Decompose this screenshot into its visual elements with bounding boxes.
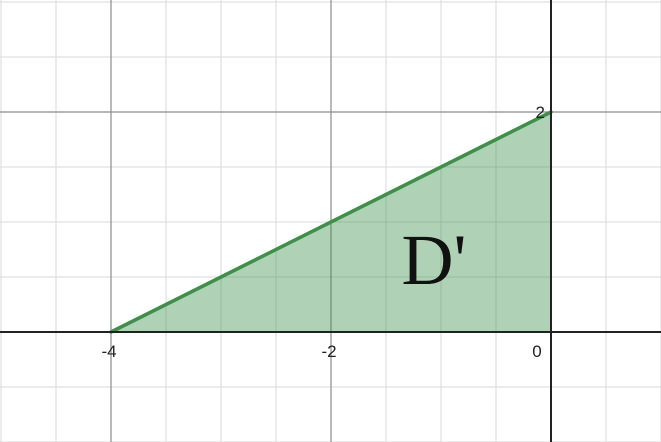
x-tick-label: -2	[321, 342, 336, 361]
x-tick-label: -4	[101, 342, 116, 361]
y-tick-label: 2	[536, 103, 545, 122]
x-tick-label: 0	[532, 342, 541, 361]
region-label: D'	[402, 220, 467, 300]
tick-labels: -4 -2 0 2	[101, 103, 545, 361]
region-hypotenuse	[109, 110, 553, 334]
